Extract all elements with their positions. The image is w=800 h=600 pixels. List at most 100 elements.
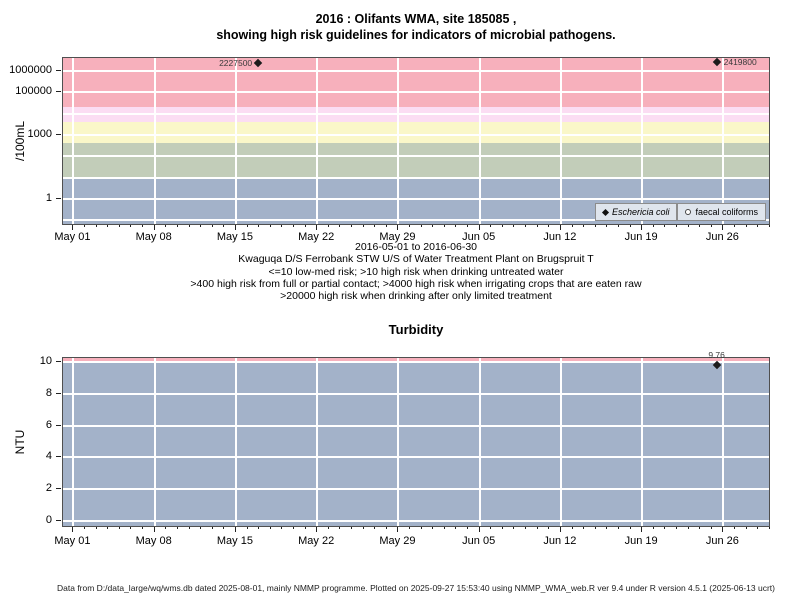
date-range-caption: 2016-05-01 to 2016-06-30	[354, 241, 477, 253]
open-circle-icon	[685, 209, 692, 215]
x-tick	[234, 527, 236, 532]
x-minor-tick	[327, 225, 329, 227]
x-tick	[397, 527, 399, 532]
x-minor-tick	[675, 225, 677, 227]
v-gridline	[478, 58, 481, 224]
x-minor-tick	[571, 527, 573, 529]
legend-item-ecoli: Eschericia coli	[594, 203, 678, 221]
h-gridline	[63, 487, 769, 490]
v-gridline	[316, 358, 319, 526]
x-minor-tick	[292, 527, 294, 529]
x-minor-tick	[501, 225, 503, 227]
x-minor-tick	[130, 527, 132, 529]
x-minor-tick	[281, 225, 283, 227]
v-gridline	[559, 358, 562, 526]
h-gridline	[63, 70, 769, 72]
h-gridline	[63, 176, 769, 179]
h-gridline	[63, 197, 769, 200]
data-point-label: 9.76	[708, 350, 725, 361]
filled-diamond-icon	[601, 208, 609, 216]
x-tick	[641, 225, 643, 230]
x-minor-tick	[281, 527, 283, 529]
x-minor-tick	[734, 225, 736, 227]
x-minor-tick	[374, 527, 376, 529]
x-tick	[316, 225, 318, 230]
x-minor-tick	[675, 527, 677, 529]
x-tick	[478, 225, 480, 230]
y-tick	[56, 361, 61, 363]
y-tick-label: 4	[45, 450, 52, 463]
x-minor-tick	[583, 527, 585, 529]
x-minor-tick	[536, 527, 538, 529]
x-minor-tick	[617, 225, 619, 227]
x-tick	[478, 527, 480, 532]
x-minor-tick	[443, 527, 445, 529]
v-gridline	[234, 358, 237, 526]
y-tick	[56, 456, 61, 458]
risk-band-4000-to-20000	[63, 107, 769, 123]
risk-band-main-area	[63, 362, 769, 526]
x-tick	[153, 527, 155, 532]
x-minor-tick	[420, 225, 422, 227]
x-minor-tick	[536, 225, 538, 227]
x-minor-tick	[165, 527, 167, 529]
v-gridline	[397, 358, 400, 526]
x-tick	[559, 225, 561, 230]
y-tick-label: 10	[39, 355, 52, 368]
x-tick-label: Jun 05	[462, 231, 496, 243]
x-minor-tick	[165, 225, 167, 227]
x-tick-label: Jun 26	[705, 231, 739, 243]
x-tick-label: Jun 19	[624, 231, 658, 243]
x-minor-tick	[583, 225, 585, 227]
v-gridline	[641, 58, 644, 224]
risk-guideline-line3: >20000 high risk when drinking after onl…	[280, 290, 552, 302]
x-minor-tick	[188, 527, 190, 529]
x-minor-tick	[467, 225, 469, 227]
x-minor-tick	[525, 527, 527, 529]
x-minor-tick	[95, 527, 97, 529]
v-gridline	[722, 358, 725, 526]
h-gridline	[63, 424, 769, 427]
x-minor-tick	[629, 527, 631, 529]
x-minor-tick	[409, 527, 411, 529]
x-minor-tick	[107, 527, 109, 529]
x-minor-tick	[339, 225, 341, 227]
x-minor-tick	[664, 225, 666, 227]
x-minor-tick	[84, 225, 86, 227]
risk-band-gt-20000-high-risk	[63, 58, 769, 108]
x-tick	[559, 527, 561, 532]
x-minor-tick	[107, 225, 109, 227]
y-tick	[56, 424, 61, 426]
x-tick-label: May 29	[379, 535, 416, 547]
x-minor-tick	[95, 225, 97, 227]
risk-guideline-line1: <=10 low-med risk; >10 high risk when dr…	[268, 266, 564, 278]
x-minor-tick	[269, 225, 271, 227]
x-minor-tick	[130, 225, 132, 227]
main-title-line2: showing high risk guidelines for indicat…	[216, 28, 616, 42]
x-minor-tick	[490, 527, 492, 529]
y-tick-label: 8	[45, 387, 52, 400]
x-minor-tick	[211, 527, 213, 529]
y-tick-label: 100000	[15, 85, 52, 98]
footer-provenance-text: Data from D:/data_large/wq/wms.db dated …	[57, 583, 775, 593]
h-gridline	[63, 133, 769, 136]
data-point-label: 2419800	[723, 56, 757, 67]
x-minor-tick	[664, 527, 666, 529]
x-minor-tick	[304, 225, 306, 227]
x-minor-tick	[548, 527, 550, 529]
y-tick	[56, 519, 61, 521]
v-gridline	[559, 58, 562, 224]
x-minor-tick	[699, 527, 701, 529]
x-tick-label: Jun 12	[543, 535, 577, 547]
x-minor-tick	[687, 527, 689, 529]
y-tick-label: 1	[45, 191, 52, 204]
y-tick-label: 2	[45, 481, 52, 494]
x-tick	[234, 225, 236, 230]
h-gridline	[63, 361, 769, 364]
y-tick	[56, 70, 61, 71]
x-minor-tick	[606, 225, 608, 227]
x-tick-label: May 22	[298, 535, 335, 547]
v-gridline	[153, 358, 156, 526]
microbial-plot-area	[62, 57, 770, 225]
x-minor-tick	[385, 225, 387, 227]
